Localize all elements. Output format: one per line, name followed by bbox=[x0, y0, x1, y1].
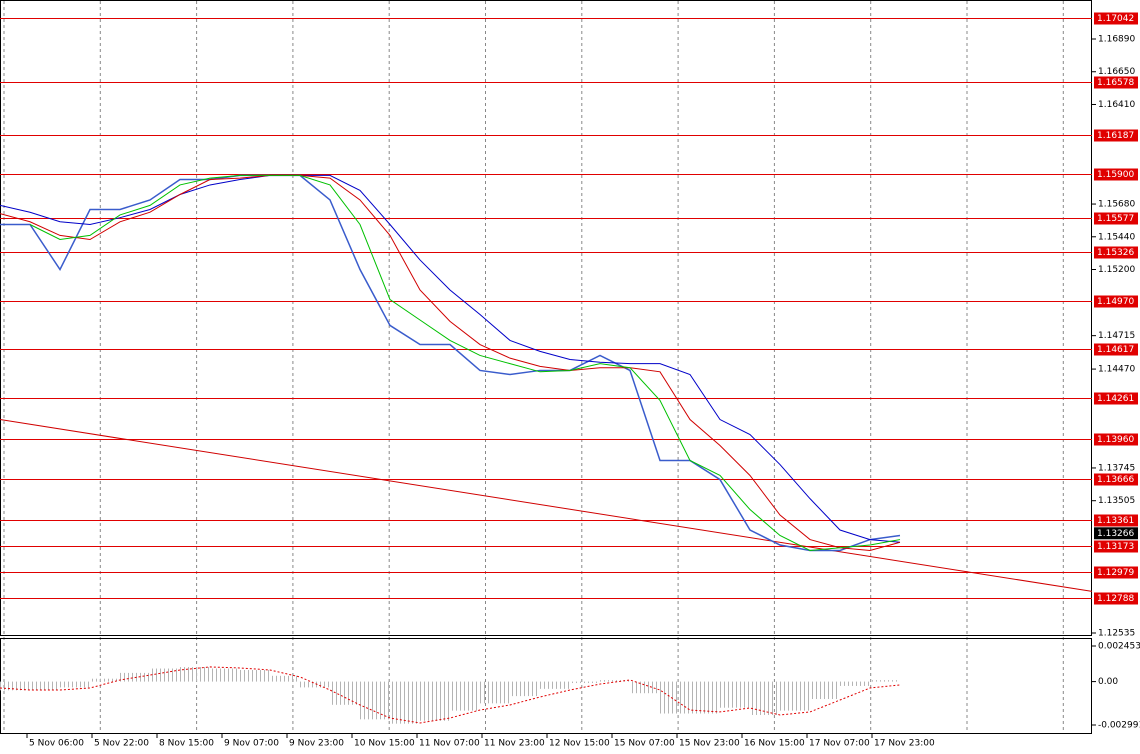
y-tick-label: 1.15440 bbox=[1098, 232, 1135, 242]
level-label: 1.16187 bbox=[1097, 131, 1134, 141]
y-tick-label: 1.15680 bbox=[1098, 200, 1135, 210]
level-label: 1.13173 bbox=[1097, 542, 1134, 552]
x-tick-label: 9 Nov 23:00 bbox=[289, 739, 344, 749]
macd-bar bbox=[90, 678, 120, 682]
macd-bar bbox=[870, 680, 900, 682]
y-tick-label: 1.12535 bbox=[1098, 628, 1135, 638]
macd-bar bbox=[240, 669, 270, 682]
macd-bar bbox=[150, 668, 180, 682]
macd-bar bbox=[420, 681, 450, 721]
macd-bar bbox=[750, 681, 780, 715]
macd-bar bbox=[690, 681, 720, 714]
x-tick-label: 10 Nov 15:00 bbox=[354, 739, 415, 749]
macd-bar bbox=[630, 681, 660, 694]
level-label-box bbox=[1094, 212, 1138, 225]
x-tick-label: 8 Nov 15:00 bbox=[159, 739, 214, 749]
level-label: 1.12788 bbox=[1097, 594, 1134, 604]
level-label: 1.12979 bbox=[1097, 568, 1134, 578]
macd-y-tick-label: 0.002453 bbox=[1098, 641, 1140, 651]
macd-bar bbox=[780, 681, 810, 711]
level-label: 1.14970 bbox=[1097, 297, 1134, 307]
level-label-box bbox=[1094, 592, 1138, 605]
level-label-box bbox=[1094, 540, 1138, 553]
x-tick-label: 15 Nov 07:00 bbox=[614, 739, 675, 749]
x-tick-label: 16 Nov 15:00 bbox=[744, 739, 805, 749]
macd-bar bbox=[720, 681, 750, 708]
macd-bar bbox=[210, 668, 240, 682]
y-tick-label: 1.16410 bbox=[1098, 100, 1135, 110]
moving-average bbox=[0, 174, 901, 543]
level-label-box bbox=[1094, 433, 1138, 446]
y-tick-label: 1.13505 bbox=[1098, 496, 1135, 506]
macd-bar bbox=[270, 675, 300, 682]
macd-y-tick-label: -0.002991 bbox=[1098, 721, 1140, 731]
grid bbox=[3, 1, 1064, 733]
y-tick-label: 1.16650 bbox=[1098, 67, 1135, 77]
macd-y-tick-label: 0.00 bbox=[1098, 677, 1118, 687]
level-label-box bbox=[1094, 514, 1138, 527]
macd-bar bbox=[60, 681, 90, 688]
macd-bar bbox=[660, 681, 690, 714]
macd-bar bbox=[330, 681, 360, 705]
macd-bar bbox=[300, 681, 330, 688]
macd-bar bbox=[840, 681, 870, 686]
level-label: 1.14617 bbox=[1097, 345, 1134, 355]
level-label: 1.15900 bbox=[1097, 170, 1134, 180]
macd-bar bbox=[570, 681, 600, 684]
level-label: 1.16578 bbox=[1097, 78, 1134, 88]
macd-bar bbox=[450, 681, 480, 711]
level-label: 1.13666 bbox=[1097, 475, 1134, 485]
macd-bar bbox=[810, 681, 840, 700]
moving-average bbox=[29, 174, 901, 551]
level-label: 1.13361 bbox=[1097, 516, 1134, 526]
x-tick-label: 11 Nov 07:00 bbox=[419, 739, 480, 749]
level-label: 1.13960 bbox=[1097, 435, 1134, 445]
x-tick-label: 17 Nov 07:00 bbox=[809, 739, 870, 749]
x-tick-label: 5 Nov 06:00 bbox=[29, 739, 84, 749]
y-tick-label: 1.13745 bbox=[1098, 463, 1135, 473]
y-tick-label: 1.15200 bbox=[1098, 265, 1135, 275]
x-tick-label: 12 Nov 15:00 bbox=[549, 739, 610, 749]
macd-bar bbox=[360, 681, 390, 720]
level-label-box bbox=[1094, 129, 1138, 142]
macd-bar bbox=[510, 681, 540, 697]
macd-bar bbox=[480, 681, 510, 704]
macd-bar bbox=[30, 681, 60, 691]
y-tick-label: 1.14470 bbox=[1098, 365, 1135, 375]
trendline bbox=[0, 419, 1093, 592]
level-label-box bbox=[1094, 76, 1138, 89]
main-frame bbox=[0, 0, 1092, 636]
level-label: 1.15326 bbox=[1097, 248, 1134, 258]
level-label-box bbox=[1094, 295, 1138, 308]
macd-bar bbox=[180, 667, 210, 682]
y-tick-label: 1.14715 bbox=[1098, 331, 1135, 341]
level-label: 1.17042 bbox=[1097, 14, 1134, 24]
current-price-box bbox=[1094, 527, 1138, 540]
macd-bar bbox=[540, 681, 570, 689]
level-label-box bbox=[1094, 473, 1138, 486]
macd-bar bbox=[390, 681, 420, 724]
level-label-box bbox=[1094, 12, 1138, 25]
level-label-box bbox=[1094, 392, 1138, 405]
x-tick-label: 9 Nov 07:00 bbox=[224, 739, 279, 749]
level-label-box bbox=[1094, 246, 1138, 259]
level-label-box bbox=[1094, 566, 1138, 579]
level-label-box bbox=[1094, 343, 1138, 356]
x-tick-label: 11 Nov 23:00 bbox=[484, 739, 545, 749]
x-tick-label: 15 Nov 23:00 bbox=[679, 739, 740, 749]
level-label: 1.15577 bbox=[1097, 214, 1134, 224]
x-tick-label: 17 Nov 23:00 bbox=[874, 739, 935, 749]
price-line bbox=[0, 174, 901, 552]
current-price-label: 1.13266 bbox=[1097, 529, 1134, 539]
level-label-box bbox=[1094, 168, 1138, 181]
macd-bar bbox=[600, 680, 630, 682]
x-tick-label: 5 Nov 22:00 bbox=[94, 739, 149, 749]
y-tick-label: 1.16890 bbox=[1098, 35, 1135, 45]
macd-bar bbox=[0, 681, 30, 691]
moving-average bbox=[0, 174, 901, 551]
level-label: 1.14261 bbox=[1097, 394, 1134, 404]
